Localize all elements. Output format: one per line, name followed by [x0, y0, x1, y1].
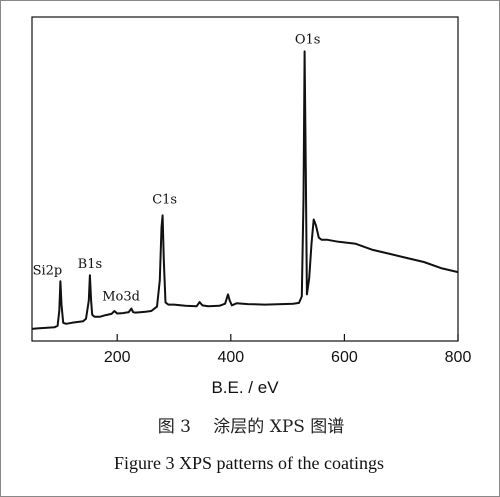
peak-label-o1s: O1s [295, 32, 321, 47]
peak-label-mo3d: Mo3d [102, 290, 140, 305]
x-tick-label: 200 [104, 349, 131, 366]
xps-spectrum-line [31, 50, 459, 330]
peak-label-b1s: B1s [78, 257, 103, 272]
x-tick-label: 600 [331, 349, 358, 366]
peak-label-si2p: Si2p [33, 263, 63, 278]
x-tick-label: 400 [217, 349, 244, 366]
x-tick-label: 800 [445, 349, 472, 366]
peak-label-c1s: C1s [152, 192, 177, 207]
caption-english: Figure 3 XPS patterns of the coatings [114, 453, 384, 473]
caption-chinese: 图 3 涂层的 XPS 图谱 [158, 417, 345, 437]
plot-area-frame [31, 16, 459, 342]
peak-annotations: Si2p B1s Mo3d C1s O1s [33, 32, 321, 304]
x-ticks: 200 400 600 800 [104, 334, 472, 366]
x-axis-title: B.E. / eV [211, 378, 279, 397]
